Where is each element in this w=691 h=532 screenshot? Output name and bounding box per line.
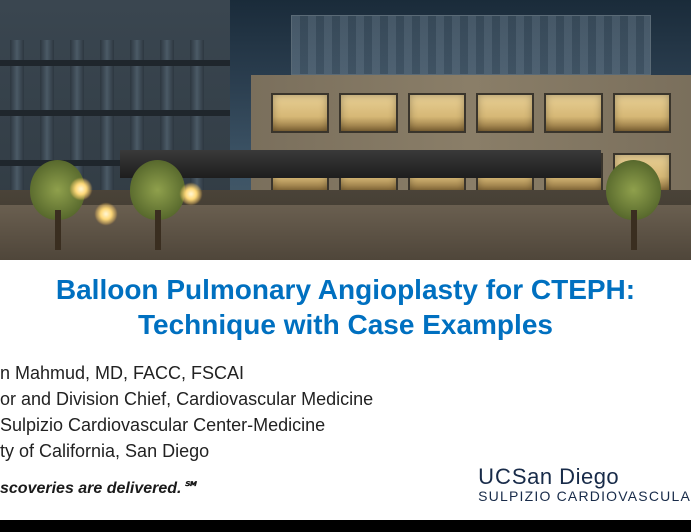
author-name: n Mahmud, MD, FACC, FSCAI: [0, 360, 460, 386]
ucsd-logo: UCSan Diego SULPIZIO CARDIOVASCULA: [478, 464, 691, 504]
tree-icon: [30, 160, 85, 250]
logo-uc: UC: [478, 464, 512, 489]
logo-line-2: SULPIZIO CARDIOVASCULA: [478, 488, 691, 504]
title-line-2: Technique with Case Examples: [138, 309, 553, 340]
lamp-glow-icon: [180, 183, 202, 205]
lamp-glow-icon: [70, 178, 92, 200]
title-block: Balloon Pulmonary Angioplasty for CTEPH:…: [0, 272, 691, 342]
author-affiliation-2: ty of California, San Diego: [0, 438, 460, 464]
bottom-black-bar: [0, 520, 691, 532]
author-block: n Mahmud, MD, FACC, FSCAI or and Divisio…: [0, 360, 460, 464]
lamp-glow-icon: [95, 203, 117, 225]
slide: Balloon Pulmonary Angioplasty for CTEPH:…: [0, 0, 691, 520]
tagline: scoveries are delivered.℠: [0, 478, 198, 498]
logo-sandiego: San Diego: [512, 464, 619, 489]
tree-icon: [130, 160, 185, 250]
entrance-canopy: [120, 150, 601, 178]
slide-frame: Balloon Pulmonary Angioplasty for CTEPH:…: [0, 0, 691, 532]
tree-icon: [606, 160, 661, 250]
slide-title: Balloon Pulmonary Angioplasty for CTEPH:…: [28, 272, 663, 342]
logo-line-1: UCSan Diego: [478, 464, 691, 490]
author-affiliation-1: Sulpizio Cardiovascular Center-Medicine: [0, 412, 460, 438]
hero-photo: [0, 0, 691, 260]
author-role: or and Division Chief, Cardiovascular Me…: [0, 386, 460, 412]
title-line-1: Balloon Pulmonary Angioplasty for CTEPH:: [56, 274, 635, 305]
